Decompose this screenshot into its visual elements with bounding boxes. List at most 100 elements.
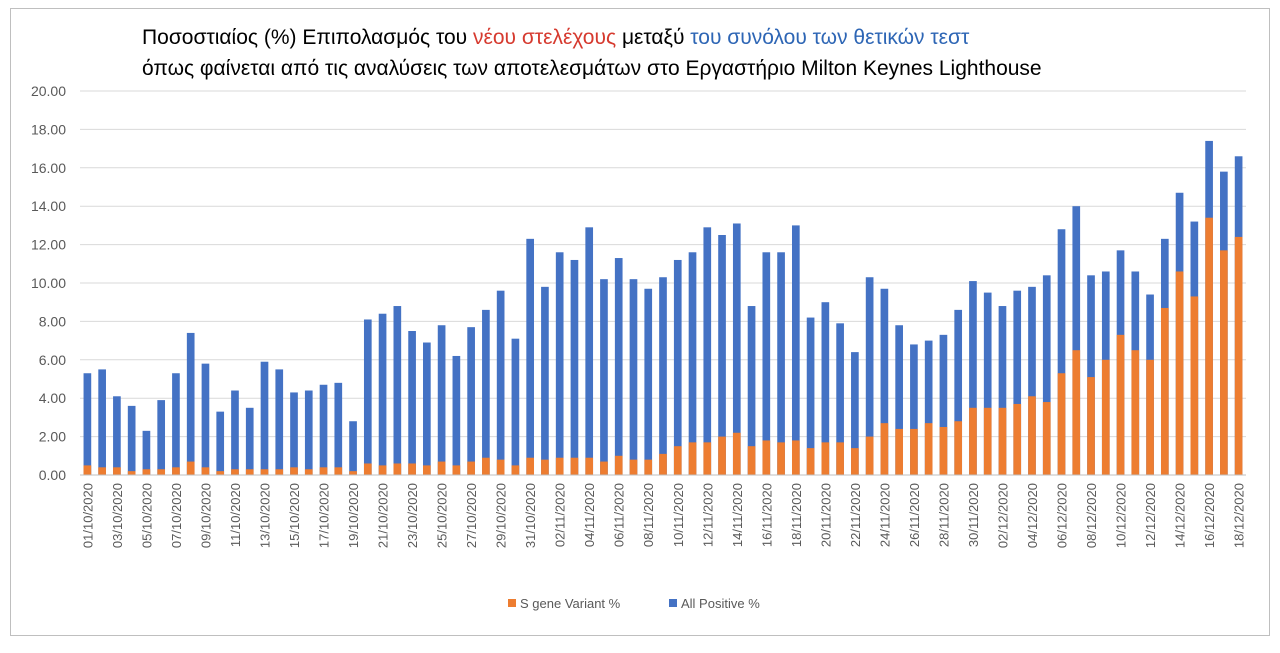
variant-bar xyxy=(1205,217,1213,475)
x-tick-label: 22/11/2020 xyxy=(848,483,863,547)
variant-bar xyxy=(349,471,357,475)
all-positive-bar xyxy=(806,317,815,475)
variant-bar xyxy=(924,423,933,475)
x-tick-label: 08/12/2020 xyxy=(1084,483,1099,548)
variant-bar xyxy=(496,459,505,475)
variant-bar xyxy=(836,442,844,475)
variant-bar xyxy=(1028,396,1036,475)
all-positive-bar xyxy=(895,325,903,475)
title-among: μεταξύ xyxy=(621,26,685,49)
all-positive-bar xyxy=(880,288,889,475)
variant-bar xyxy=(880,423,889,475)
variant-bar xyxy=(865,436,874,475)
x-tick-label: 14/11/2020 xyxy=(730,483,745,547)
all-positive-bar xyxy=(216,411,225,475)
legend-swatch xyxy=(508,599,516,607)
x-tick-label: 15/10/2020 xyxy=(287,483,302,548)
all-positive-bar xyxy=(142,430,151,475)
variant-bar xyxy=(142,469,151,475)
x-tick-label: 06/11/2020 xyxy=(612,483,627,547)
variant-bar xyxy=(186,461,195,475)
all-positive-bar xyxy=(157,400,166,475)
variant-bar xyxy=(245,469,254,475)
variant-bar xyxy=(452,465,461,475)
x-tick-label: 23/10/2020 xyxy=(405,483,420,548)
x-tick-label: 17/10/2020 xyxy=(317,483,332,548)
variant-bar xyxy=(600,461,608,475)
variant-bar xyxy=(747,446,756,475)
variant-bar xyxy=(703,442,712,475)
y-tick-label: 18.00 xyxy=(31,121,66,137)
variant-bar xyxy=(393,463,402,475)
variant-bar xyxy=(614,455,623,475)
variant-bar xyxy=(231,469,239,475)
all-positive-bar xyxy=(629,279,638,475)
variant-bar xyxy=(423,465,431,475)
legend-swatch xyxy=(669,599,677,607)
variant-bar xyxy=(127,471,136,475)
variant-bar xyxy=(363,463,372,475)
variant-bar xyxy=(1234,236,1243,475)
variant-bar xyxy=(113,467,121,475)
variant-bar xyxy=(275,469,284,475)
variant-bar xyxy=(939,427,948,475)
y-tick-label: 2.00 xyxy=(39,429,66,445)
x-tick-label: 12/11/2020 xyxy=(700,483,715,547)
x-tick-label: 09/10/2020 xyxy=(198,483,213,548)
variant-bar xyxy=(585,457,594,475)
all-positive-bar xyxy=(570,259,579,475)
y-tick-label: 12.00 xyxy=(31,237,66,253)
variant-bar xyxy=(1175,271,1184,475)
x-tick-label: 14/12/2020 xyxy=(1173,483,1188,548)
all-positive-bar xyxy=(186,332,195,475)
variant-bar xyxy=(83,465,92,475)
variant-bar xyxy=(201,467,210,475)
all-positive-bar xyxy=(437,325,446,475)
all-positive-bar xyxy=(732,223,741,475)
variant-bar xyxy=(541,459,549,475)
all-positive-bar xyxy=(762,252,771,475)
all-positive-bar xyxy=(98,369,106,475)
variant-bar xyxy=(1013,403,1022,475)
variant-bar xyxy=(806,448,815,475)
x-tick-label: 30/11/2020 xyxy=(966,483,981,547)
y-tick-label: 20.00 xyxy=(31,83,66,99)
all-positive-bar xyxy=(541,286,549,475)
variant-bar xyxy=(98,467,106,475)
x-tick-label: 26/11/2020 xyxy=(907,483,922,547)
all-positive-bar xyxy=(349,421,357,475)
x-tick-label: 27/10/2020 xyxy=(464,483,479,548)
variant-bar xyxy=(895,428,903,475)
y-tick-label: 0.00 xyxy=(39,467,66,483)
variant-bar xyxy=(718,436,726,475)
x-tick-label: 20/11/2020 xyxy=(818,483,833,547)
variant-bar xyxy=(688,442,697,475)
all-positive-bar xyxy=(526,238,535,475)
y-tick-label: 4.00 xyxy=(39,390,66,406)
x-tick-label: 21/10/2020 xyxy=(376,483,391,548)
all-positive-bar xyxy=(939,334,948,475)
variant-bar xyxy=(526,457,535,475)
all-positive-bar xyxy=(408,331,416,475)
variant-bar xyxy=(437,461,446,475)
all-positive-bar xyxy=(659,277,667,475)
all-positive-bar xyxy=(172,373,180,475)
y-tick-label: 8.00 xyxy=(39,313,66,329)
variant-bar xyxy=(629,459,638,475)
variant-bar xyxy=(1072,350,1081,475)
x-tick-label: 03/10/2020 xyxy=(110,483,125,548)
variant-bar xyxy=(910,428,918,475)
x-tick-label: 18/12/2020 xyxy=(1232,483,1247,548)
variant-bar xyxy=(1057,373,1066,475)
legend-label: S gene Variant % xyxy=(520,596,621,611)
x-tick-label: 28/11/2020 xyxy=(936,483,951,547)
x-tick-label: 16/11/2020 xyxy=(759,483,774,547)
variant-bar xyxy=(762,440,771,475)
variant-bar xyxy=(216,471,225,475)
variant-bar xyxy=(1042,402,1051,475)
all-positive-bar xyxy=(954,309,963,475)
legend-label: All Positive % xyxy=(681,596,760,611)
all-positive-bar xyxy=(452,355,461,475)
all-positive-bar xyxy=(275,369,284,475)
all-positive-bar xyxy=(1028,286,1036,475)
